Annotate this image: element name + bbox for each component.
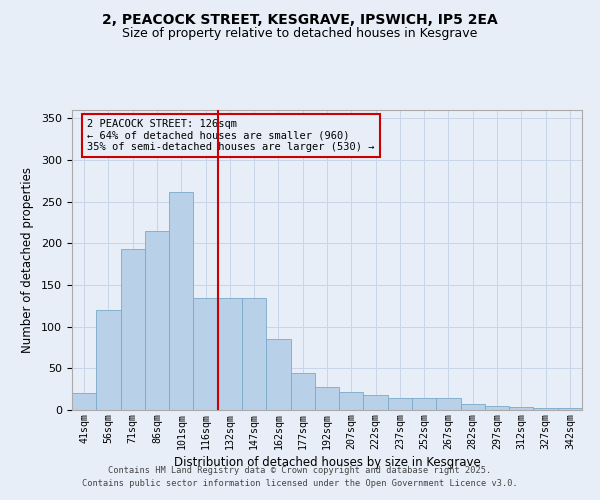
Bar	[218, 298, 242, 410]
Bar	[436, 398, 461, 410]
Bar	[412, 398, 436, 410]
X-axis label: Distribution of detached houses by size in Kesgrave: Distribution of detached houses by size …	[173, 456, 481, 468]
Bar	[461, 404, 485, 410]
Bar	[558, 408, 582, 410]
Text: Size of property relative to detached houses in Kesgrave: Size of property relative to detached ho…	[122, 28, 478, 40]
Bar	[533, 408, 558, 410]
Bar	[121, 249, 145, 410]
Bar	[339, 392, 364, 410]
Bar	[485, 406, 509, 410]
Y-axis label: Number of detached properties: Number of detached properties	[21, 167, 34, 353]
Bar	[242, 298, 266, 410]
Bar	[72, 394, 96, 410]
Bar	[193, 298, 218, 410]
Bar	[96, 310, 121, 410]
Bar	[388, 398, 412, 410]
Bar	[169, 192, 193, 410]
Text: 2, PEACOCK STREET, KESGRAVE, IPSWICH, IP5 2EA: 2, PEACOCK STREET, KESGRAVE, IPSWICH, IP…	[102, 12, 498, 26]
Bar	[145, 231, 169, 410]
Bar	[290, 372, 315, 410]
Bar	[315, 386, 339, 410]
Bar	[509, 406, 533, 410]
Text: 2 PEACOCK STREET: 126sqm
← 64% of detached houses are smaller (960)
35% of semi-: 2 PEACOCK STREET: 126sqm ← 64% of detach…	[88, 119, 375, 152]
Bar	[364, 395, 388, 410]
Bar	[266, 339, 290, 410]
Text: Contains HM Land Registry data © Crown copyright and database right 2025.
Contai: Contains HM Land Registry data © Crown c…	[82, 466, 518, 487]
